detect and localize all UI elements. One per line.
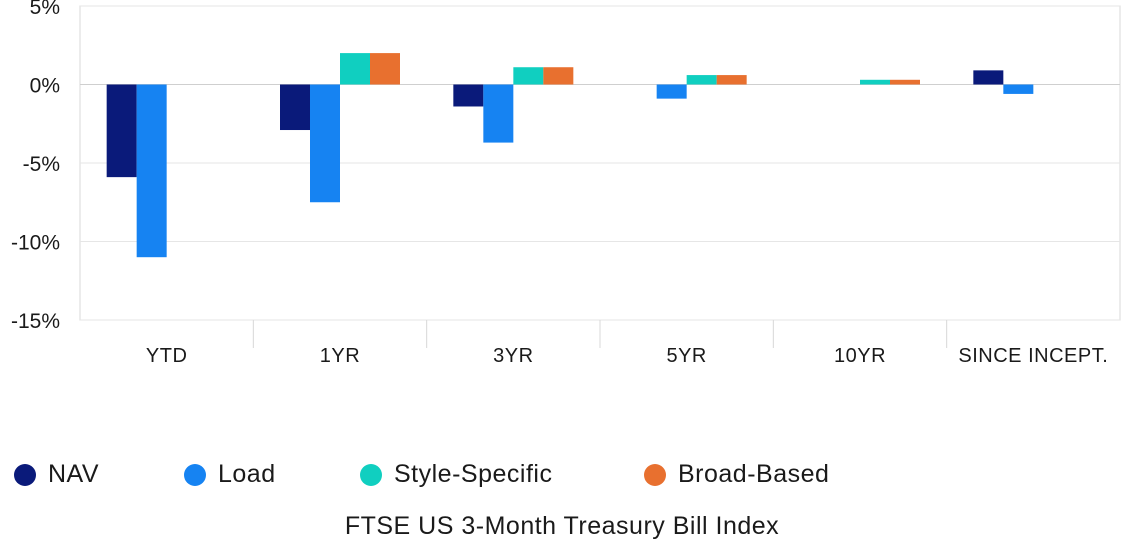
x-tick-label: YTD xyxy=(146,345,188,367)
bar-load-3yr xyxy=(483,84,514,143)
bar-nav-ytd xyxy=(106,84,137,178)
x-tick-label: 5YR xyxy=(666,345,706,367)
bar-broad-based-10yr xyxy=(890,79,920,85)
legend-label-load: Load xyxy=(218,460,276,488)
y-tick-label: 5% xyxy=(30,0,60,19)
legend-label-style-specific: Style-Specific xyxy=(394,460,553,488)
bar-style-specific-1yr xyxy=(340,53,370,85)
legend-label-nav: NAV xyxy=(48,460,100,488)
y-tick-label: -5% xyxy=(23,153,60,176)
bar-nav-1yr xyxy=(280,84,310,131)
performance-bar-chart: 5% 0% -5% -10% -15% YTD 1YR 3YR 5YR 10YR SINCE INC… xyxy=(11,0,1121,367)
benchmark-footnote: FTSE US 3-Month Treasury Bill Index xyxy=(344,512,780,540)
bar-load-ytd xyxy=(136,84,167,258)
bar-broad-based-5yr xyxy=(716,75,747,85)
chart-legend: NAV Load Style-Specific Broad-Based xyxy=(14,460,829,489)
bar-nav-since-incept xyxy=(973,70,1004,85)
x-tick-label: 3YR xyxy=(493,345,533,367)
legend-swatch-load xyxy=(184,463,206,486)
bar-style-specific-5yr xyxy=(686,75,717,85)
y-tick-label: -15% xyxy=(11,310,60,333)
bar-load-since-incept xyxy=(1003,84,1034,94)
legend-swatch-nav xyxy=(14,463,36,486)
y-tick-label: 0% xyxy=(30,75,60,98)
x-tick-label: 1YR xyxy=(320,345,360,367)
x-tick-label: SINCE INCEPT. xyxy=(958,345,1108,367)
bar-broad-based-3yr xyxy=(543,67,574,85)
bar-load-1yr xyxy=(310,84,340,203)
bar-style-specific-3yr xyxy=(513,67,544,85)
legend-item-nav: NAV xyxy=(14,460,184,489)
y-tick-label: -10% xyxy=(11,232,60,255)
bar-load-5yr xyxy=(656,84,687,99)
legend-swatch-broad-based xyxy=(644,463,666,486)
x-tick-label: 10YR xyxy=(834,345,886,367)
bar-nav-3yr xyxy=(453,84,484,107)
legend-label-broad-based: Broad-Based xyxy=(678,460,830,488)
legend-item-broad-based: Broad-Based xyxy=(644,460,829,489)
bar-broad-based-1yr xyxy=(370,53,400,85)
legend-item-style-specific: Style-Specific xyxy=(360,460,644,489)
bar-style-specific-10yr xyxy=(860,79,890,85)
legend-swatch-style-specific xyxy=(360,463,382,486)
legend-item-load: Load xyxy=(184,460,360,489)
